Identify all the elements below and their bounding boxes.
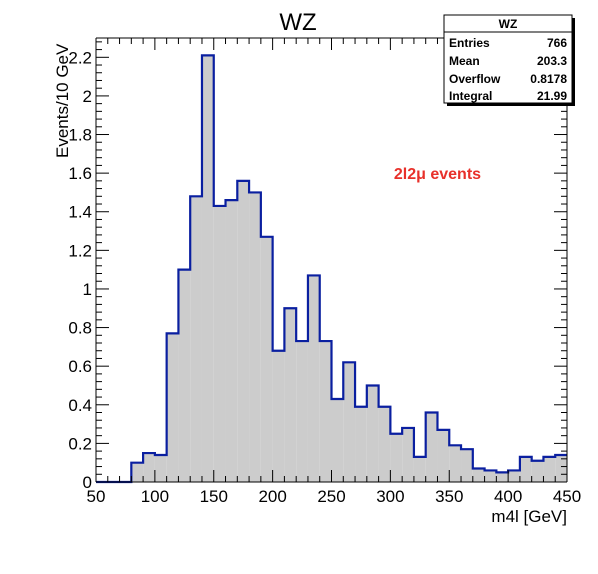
histogram-bars (131, 55, 567, 483)
annotation-2l2mu-events: 2l2μ events (394, 166, 481, 183)
y-axis-label: Events/10 GeV (53, 43, 72, 158)
y-tick-label: 0.8 (68, 319, 92, 338)
y-tick-label: 1 (83, 280, 92, 299)
y-tick-label: 0.4 (68, 396, 92, 415)
histogram-bar-100 (154, 454, 167, 482)
x-tick-label: 150 (200, 487, 228, 506)
histogram-bar-390 (496, 472, 509, 482)
histogram-bar-380 (484, 470, 497, 482)
histogram-bar-130 (190, 196, 202, 482)
histogram-bar-190 (260, 236, 273, 482)
y-tick-label: 1.2 (68, 241, 92, 260)
histogram-bar-410 (519, 456, 532, 482)
stats-box-title: WZ (499, 17, 518, 31)
histogram-bar-290 (378, 406, 391, 482)
x-tick-label: 400 (494, 487, 522, 506)
histogram-bar-400 (508, 470, 520, 482)
stats-label-integral: Integral (449, 89, 492, 103)
y-tick-label: 0.2 (68, 434, 92, 453)
histogram-bar-80 (131, 462, 144, 482)
histogram-bar-310 (402, 427, 414, 482)
stats-value-overflow: 0.8178 (530, 72, 567, 86)
x-tick-label: 200 (258, 487, 286, 506)
stats-box: WZ Entries 766 Mean 203.3 Overflow 0.817… (443, 14, 575, 106)
stats-label-entries: Entries (449, 36, 490, 50)
histogram-bar-180 (249, 192, 261, 482)
y-tick-label: 1.8 (68, 126, 92, 145)
stats-box-panel (443, 14, 573, 104)
x-tick-label: 350 (435, 487, 463, 506)
histogram-bar-270 (355, 406, 367, 482)
histogram-bar-120 (178, 269, 191, 482)
y-tick-label: 2 (83, 87, 92, 106)
stats-label-overflow: Overflow (449, 72, 501, 86)
histogram-bar-230 (307, 275, 320, 482)
y-tick-label: 1.6 (68, 164, 92, 183)
histogram-bar-280 (366, 385, 379, 482)
y-tick-label: 0 (83, 473, 92, 492)
histogram-bar-320 (413, 456, 426, 482)
histogram-bar-260 (343, 362, 356, 482)
histogram-bar-90 (143, 453, 155, 482)
histogram-bar-300 (390, 433, 403, 482)
histogram-bar-160 (225, 200, 238, 482)
y-tick-label: 1.4 (68, 203, 92, 222)
chart-title: WZ (279, 9, 316, 36)
histogram-bar-350 (449, 445, 462, 482)
histogram-bar-150 (213, 205, 226, 483)
histogram-bar-110 (166, 333, 179, 482)
x-axis-label: m4l [GeV] (491, 507, 567, 526)
histogram-bar-170 (237, 180, 250, 482)
histogram-bar-370 (472, 468, 485, 482)
axis-ticks (95, 38, 568, 483)
x-tick-label: 50 (87, 487, 106, 506)
histogram-bar-430 (543, 456, 556, 482)
stats-label-mean: Mean (449, 54, 480, 68)
histogram-bar-420 (531, 460, 544, 482)
stats-value-mean: 203.3 (537, 54, 567, 68)
histogram-bar-210 (284, 308, 297, 482)
y-tick-label: 0.6 (68, 357, 92, 376)
histogram-bar-240 (319, 341, 332, 482)
tick-labels: 50 100 150 200 250 300 350 400 45000.20.40.60.81… (68, 48, 581, 506)
histogram-bar-200 (272, 350, 285, 482)
x-tick-label: 100 (141, 487, 169, 506)
y-tick-label: 2.2 (68, 48, 92, 67)
histogram-bar-340 (437, 429, 450, 482)
histogram-bar-250 (331, 398, 344, 482)
x-tick-label: 300 (376, 487, 404, 506)
histogram-bar-140 (201, 55, 214, 483)
x-tick-label: 250 (317, 487, 345, 506)
histogram-bar-330 (425, 412, 438, 482)
histogram-bar-360 (461, 449, 473, 482)
histogram-bar-440 (555, 454, 567, 482)
x-tick-label: 450 (553, 487, 581, 506)
histogram-bar-220 (296, 341, 308, 482)
stats-value-integral: 21.99 (537, 89, 567, 103)
stats-value-entries: 766 (547, 36, 567, 50)
histogram-outline (96, 54, 567, 484)
